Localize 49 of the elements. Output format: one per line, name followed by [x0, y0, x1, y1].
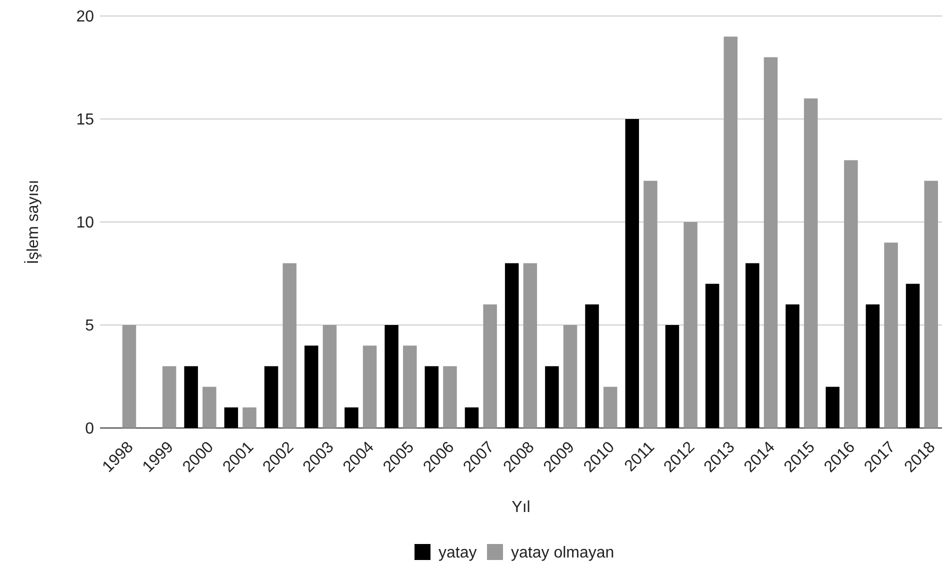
- bar: [563, 325, 578, 428]
- bar: [906, 284, 920, 428]
- bar: [362, 346, 377, 428]
- bar: [724, 36, 738, 428]
- bar: [826, 386, 840, 428]
- y-tick-label: 0: [85, 420, 94, 438]
- bar: [384, 325, 398, 428]
- y-axis-title: İşlem sayısı: [24, 180, 42, 264]
- bar: [483, 304, 497, 428]
- bar: [443, 366, 457, 428]
- bar: [545, 366, 559, 428]
- bar: [282, 263, 296, 428]
- y-tick-label: 15: [76, 112, 94, 129]
- y-tick-label: 10: [76, 214, 94, 232]
- bar: [804, 98, 818, 428]
- bar: [844, 160, 858, 428]
- y-tick-label: 20: [76, 8, 94, 26]
- bar: [162, 366, 176, 428]
- bar: [625, 119, 639, 428]
- bar: [786, 304, 800, 428]
- bar: [122, 325, 136, 428]
- bar: [705, 284, 720, 428]
- bar: [603, 386, 618, 428]
- bar: [585, 304, 599, 428]
- bar: [684, 222, 698, 428]
- bar: [504, 263, 519, 428]
- bar: [644, 180, 658, 428]
- bar: [764, 57, 778, 428]
- bar: [224, 407, 238, 428]
- legend-label: yatay: [438, 544, 477, 562]
- legend-label: yatay olmayan: [511, 544, 614, 562]
- bar: [202, 386, 216, 428]
- bar: [264, 366, 278, 428]
- y-tick-label: 5: [85, 318, 94, 335]
- bar: [184, 366, 198, 428]
- bar: [523, 263, 538, 428]
- bar: [884, 242, 898, 428]
- x-axis-title: Yıl: [512, 499, 530, 516]
- bar: [746, 263, 760, 428]
- bar: [665, 325, 680, 428]
- bar: [242, 407, 256, 428]
- bar: [403, 346, 417, 428]
- bar: [924, 180, 938, 428]
- bar: [866, 304, 880, 428]
- bar: [424, 366, 439, 428]
- bar: [322, 325, 337, 428]
- bar: [344, 407, 358, 428]
- bar: [464, 407, 479, 428]
- bar: [304, 346, 318, 428]
